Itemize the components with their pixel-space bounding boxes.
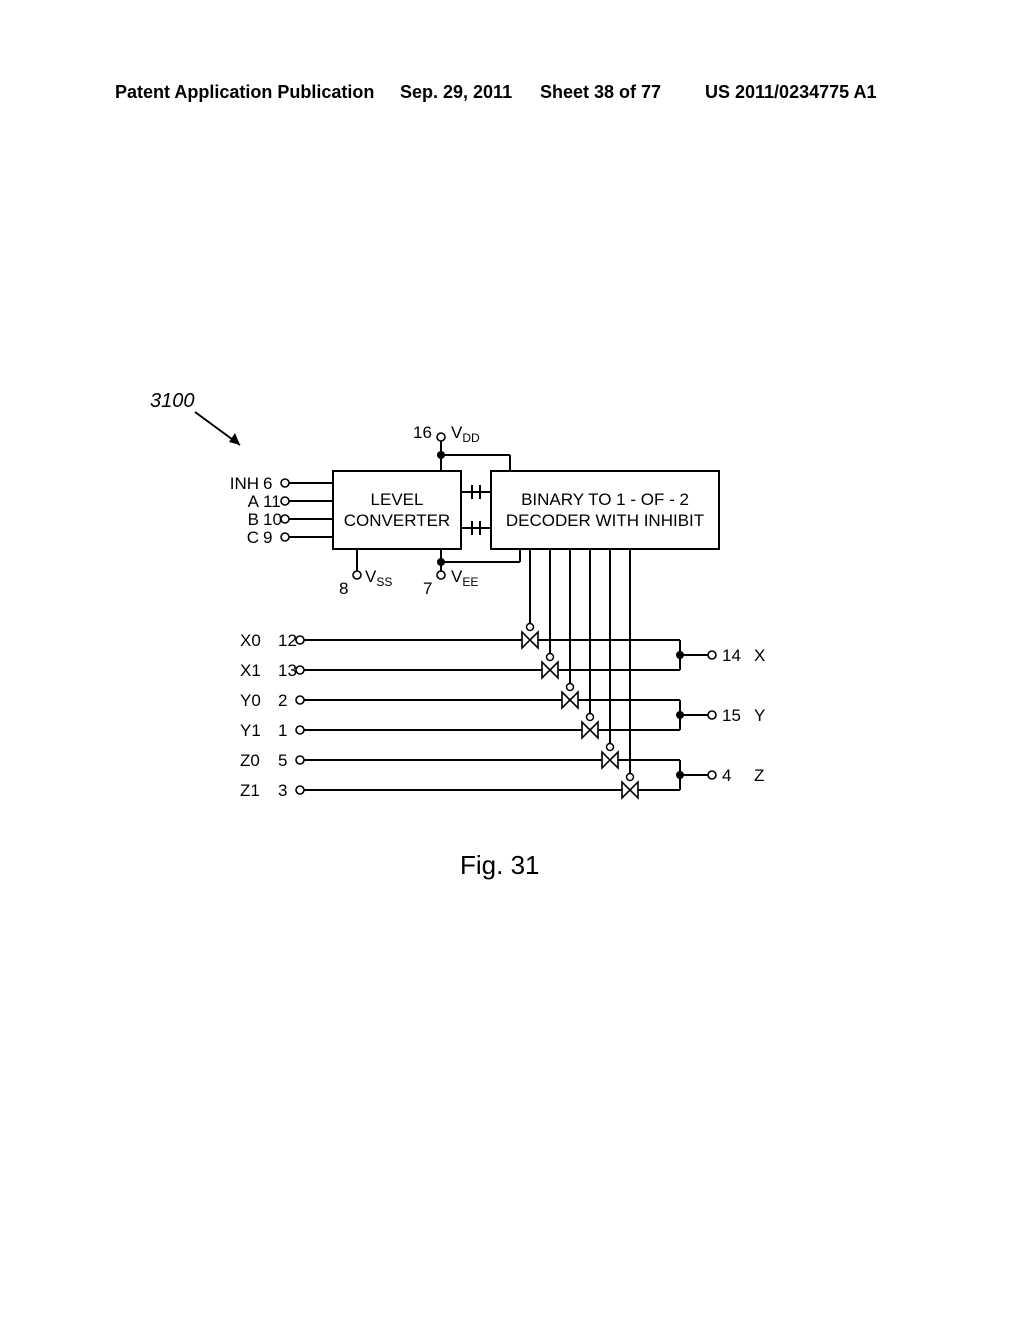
pin-vss-num: 8 — [339, 579, 348, 599]
pin-vdd-num: 16 — [413, 423, 432, 443]
pin-x-out-num: 14 — [722, 646, 741, 666]
pin-inh-num: 6 — [263, 474, 272, 494]
pin-c-num: 9 — [263, 528, 272, 548]
pin-x1-name: X1 — [240, 661, 261, 681]
figure-caption: Fig. 31 — [460, 850, 540, 881]
pin-z-out-name: Z — [754, 766, 764, 786]
pin-z1-num: 3 — [278, 781, 287, 801]
pin-x0-name: X0 — [240, 631, 261, 651]
pin-vss-name: VSS — [365, 567, 392, 587]
level-converter-label: LEVEL CONVERTER — [344, 489, 450, 532]
pin-y1-num: 1 — [278, 721, 287, 741]
pin-y0-num: 2 — [278, 691, 287, 711]
level-converter-block: LEVEL CONVERTER — [332, 470, 462, 550]
pin-y1-name: Y1 — [240, 721, 261, 741]
pin-c-name: C — [225, 528, 259, 548]
pin-y-out-num: 15 — [722, 706, 741, 726]
pin-z1-name: Z1 — [240, 781, 260, 801]
pin-vdd-name: VDD — [451, 423, 480, 443]
decoder-label: BINARY TO 1 - OF - 2 DECODER WITH INHIBI… — [506, 489, 704, 532]
pin-b-num: 10 — [263, 510, 282, 530]
pin-z0-num: 5 — [278, 751, 287, 771]
pin-a-name: A — [225, 492, 259, 512]
pin-inh-name: INH — [225, 474, 259, 494]
pin-x1-num: 13 — [278, 661, 297, 681]
pin-b-name: B — [225, 510, 259, 530]
pin-y-out-name: Y — [754, 706, 765, 726]
pin-x-out-name: X — [754, 646, 765, 666]
pin-vee-name: VEE — [451, 567, 478, 587]
pin-y0-name: Y0 — [240, 691, 261, 711]
pin-z-out-num: 4 — [722, 766, 731, 786]
pin-vee-num: 7 — [423, 579, 432, 599]
decoder-block: BINARY TO 1 - OF - 2 DECODER WITH INHIBI… — [490, 470, 720, 550]
pin-a-num: 11 — [263, 492, 281, 512]
pin-z0-name: Z0 — [240, 751, 260, 771]
pin-x0-num: 12 — [278, 631, 297, 651]
circuit-diagram: 3100 LEVEL CONVERTER BINARY TO 1 - OF - … — [0, 0, 1024, 1320]
diagram-svg — [0, 0, 1024, 1320]
